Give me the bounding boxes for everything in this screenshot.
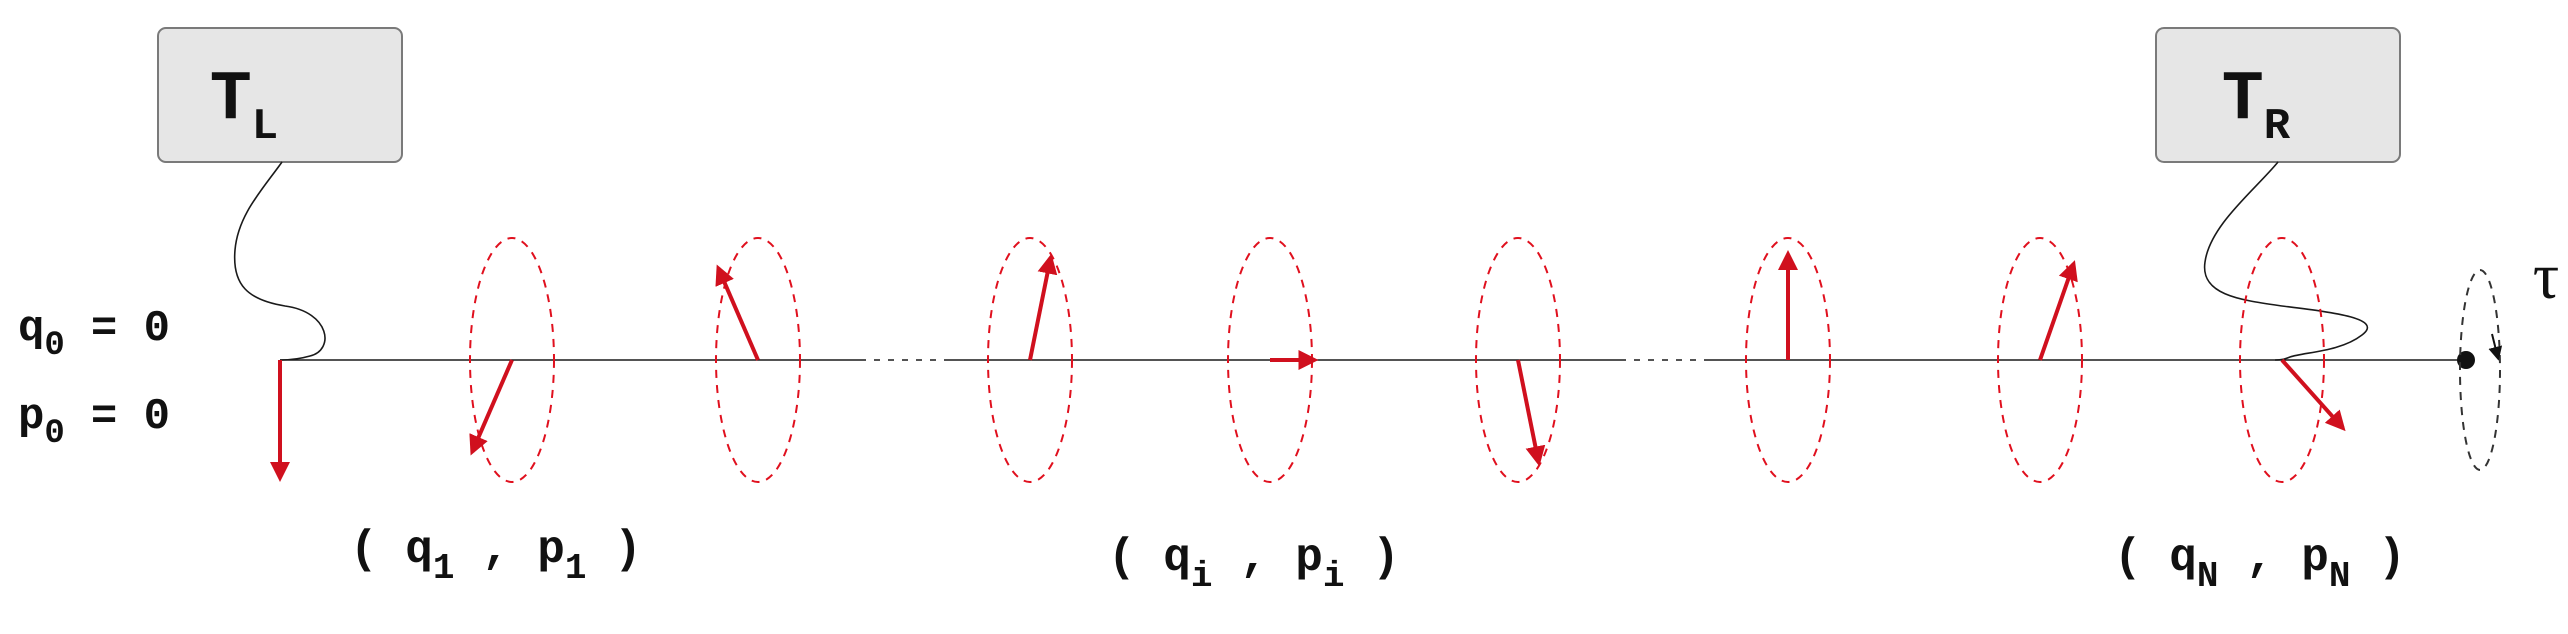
right-bath-label: TR [2222,61,2291,152]
oscillator-phase-ellipse [1745,237,1831,483]
tau-label: τ [2533,240,2560,313]
oscillator-phase-ellipse [1997,237,2083,483]
oscillator-site [1745,237,1831,483]
chain-end-node [2457,351,2475,369]
site-label-first: ( q1 , p1 ) [350,524,642,589]
oscillator-state-arrow [1028,253,1058,361]
oscillator-state-arrow [1516,359,1546,467]
oscillator-phase-ellipse [469,237,555,483]
oscillator-phase-ellipse [987,237,1073,483]
oscillator-site [469,237,555,483]
right-bath-coupling-wire [2203,161,2369,361]
left-heat-bath: TL [157,27,403,361]
boundary-p0: p0 = 0 [18,392,170,453]
oscillator-site [1227,237,1319,483]
oscillator-sites [469,237,2346,483]
site-label-last: ( qN , pN ) [2114,532,2406,597]
oscillator-state-arrow [715,264,760,361]
oscillator-site [1475,237,1561,483]
tau-rotation-ellipse [2459,269,2501,471]
right-heat-bath: TR [2155,27,2401,361]
left-bath-label: TL [210,61,278,152]
oscillator-site [2239,237,2346,483]
oscillator-state-arrow [2280,358,2346,432]
oscillator-state-arrow [469,359,514,456]
oscillator-site [987,237,1073,483]
site-label-middle: ( qi , pi ) [1108,532,1400,597]
left-bath-box [157,27,403,163]
oscillator-phase-ellipse [1475,237,1561,483]
oscillator-site [715,237,801,483]
left-bath-coupling-wire [233,161,326,361]
boundary-q0: q0 = 0 [18,304,170,365]
oscillator-phase-ellipse [715,237,801,483]
oscillator-site [1997,237,2083,483]
oscillator-state-arrow [2038,260,2078,361]
oscillator-phase-ellipse [2239,237,2325,483]
tau-rotation-arrow-icon [2488,333,2503,361]
